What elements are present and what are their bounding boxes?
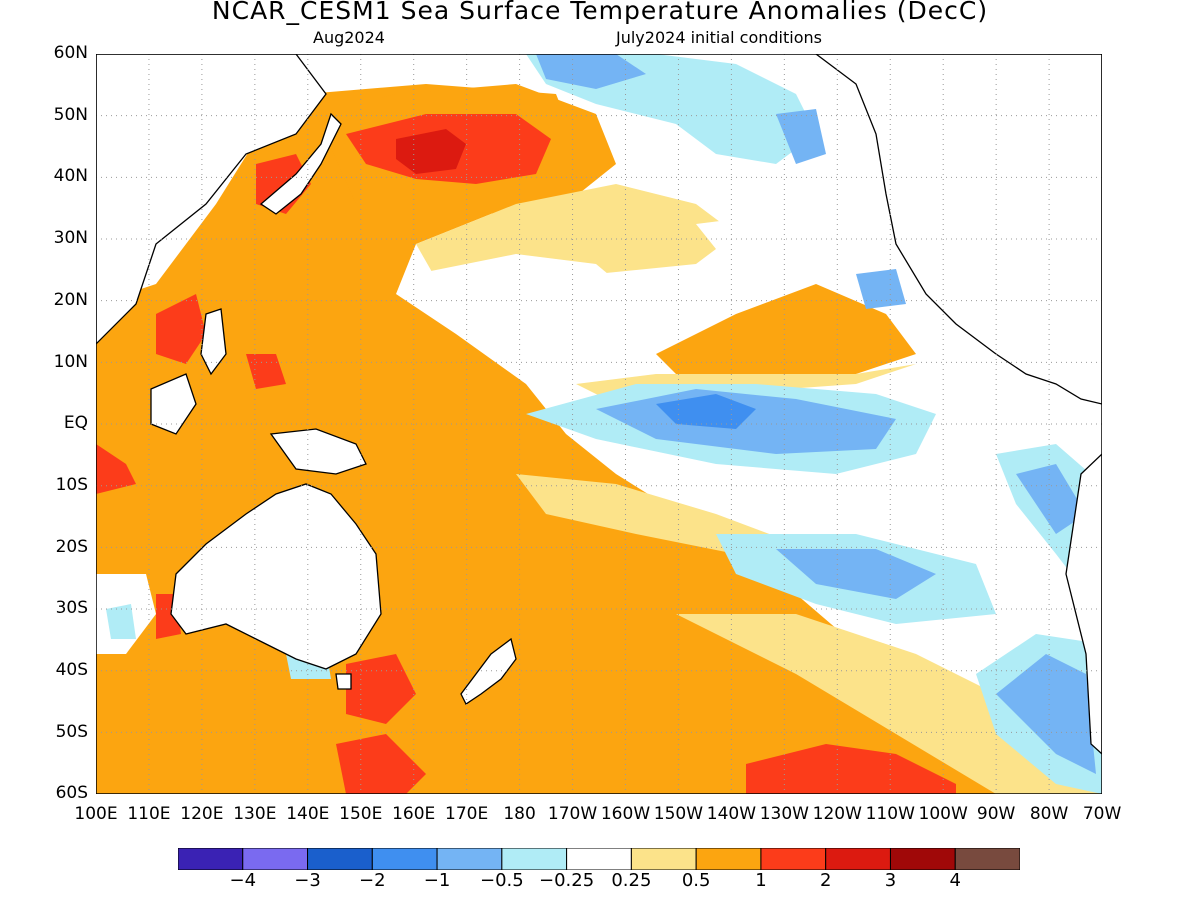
map-title: NCAR_CESM1 Sea Surface Temperature Anoma… <box>211 0 989 25</box>
latitude-label: 40N <box>53 166 88 187</box>
colorbar-label: −1 <box>423 870 451 891</box>
strong-warm-indian-ocean <box>96 444 136 494</box>
moderate-cool-chile <box>996 654 1096 774</box>
latitude-label: 50S <box>55 721 88 742</box>
longitude-label: 140W <box>706 804 757 824</box>
latitude-label: 60N <box>53 43 88 63</box>
longitude-label: 170W <box>547 804 598 824</box>
asia-land <box>96 54 327 345</box>
colorbar-label: −4 <box>229 870 257 891</box>
colorbar-swatch <box>889 848 956 870</box>
colorbar-swatch <box>501 848 568 870</box>
colorbar-swatch <box>242 848 309 870</box>
strong-warm-southern-ocean-1 <box>336 734 426 794</box>
colorbar-label: 1 <box>755 870 767 891</box>
moderate-cool-peru <box>1016 464 1086 534</box>
latitude-label: EQ <box>63 413 88 434</box>
latitude-label: 20S <box>55 536 88 557</box>
colorbar-swatch <box>371 848 438 870</box>
longitude-label: 100E <box>74 804 118 824</box>
longitude-label: 130W <box>759 804 809 824</box>
longitude-label: 150W <box>653 804 704 824</box>
colorbar-label: −0.25 <box>539 870 595 891</box>
new-guinea-land <box>269 428 367 475</box>
moderate-cool-south-east <box>776 549 936 599</box>
tasmania-land <box>335 673 352 690</box>
longitude-label: 130E <box>233 804 277 824</box>
longitude-label: 110E <box>127 804 171 824</box>
longitude-label: 120E <box>180 804 224 824</box>
very-strong-warm-nw-pacific <box>396 129 466 174</box>
moderate-cool-baja <box>856 269 906 309</box>
moderate-cool-nw-america <box>776 109 826 164</box>
longitude-label: 160W <box>600 804 651 824</box>
colorbar-label: 0.25 <box>611 870 652 891</box>
latitude-label: 30N <box>53 228 88 249</box>
longitude-label: 100W <box>918 804 968 824</box>
colorbar-swatch <box>954 848 1020 870</box>
longitude-label: 70W <box>1082 804 1122 824</box>
strong-warm-tasman <box>346 654 416 724</box>
colorbar-swatch <box>760 848 827 870</box>
colorbar-swatch <box>825 848 891 870</box>
latitude-label: 30S <box>55 598 88 619</box>
colorbar-label: 4 <box>949 870 961 891</box>
americas-land <box>814 54 1102 405</box>
longitude-label: 160E <box>392 804 436 824</box>
latitude-label: 40S <box>55 660 88 680</box>
colorbar-swatch <box>566 848 632 870</box>
japan-land <box>259 112 342 215</box>
colorbar-label: 2 <box>819 870 832 891</box>
neutral-patch-1 <box>416 254 656 354</box>
new-zealand-land <box>460 637 517 705</box>
initial-conditions: July2024 initial conditions <box>616 28 822 47</box>
longitude-label: 80W <box>1029 804 1069 824</box>
colorbar-swatch <box>630 848 697 870</box>
colorbar-label: −0.5 <box>479 870 524 891</box>
latitude-label: 10N <box>53 351 88 372</box>
philippines-land <box>200 308 227 376</box>
weak-warm-band-4 <box>676 614 1102 794</box>
cool-anomaly-indian <box>106 604 136 639</box>
colorbar-label: 0.5 <box>681 870 711 891</box>
moderate-cool-north-pacific <box>536 54 646 89</box>
colorbar <box>178 848 1020 870</box>
latitude-label: 60S <box>55 783 88 804</box>
borneo-land <box>150 373 197 435</box>
neutral-patch-3 <box>736 474 1056 544</box>
longitude-label: 90W <box>976 804 1016 824</box>
colorbar-label: −2 <box>359 870 386 891</box>
colorbar-label: −3 <box>294 870 321 891</box>
longitude-label: 120W <box>812 804 862 824</box>
longitude-label: 180 <box>503 804 536 824</box>
latitude-label: 10S <box>55 474 88 495</box>
forecast-month: Aug2024 <box>313 28 385 47</box>
longitude-label: 150E <box>339 804 383 824</box>
strong-warm-southern-ocean-2 <box>746 744 956 794</box>
map-grid <box>96 54 1102 794</box>
longitude-label: 140E <box>286 804 330 824</box>
colorbar-swatch <box>178 848 244 870</box>
warm-anomaly-ne-tropical <box>656 284 916 374</box>
colorbar-swatch <box>436 848 503 870</box>
latitude-label: 50N <box>53 104 88 125</box>
colorbar-label: 3 <box>884 870 897 891</box>
longitude-label: 170E <box>445 804 489 824</box>
south-america-land <box>1065 453 1102 755</box>
strong-warm-south-china-sea <box>156 294 206 364</box>
land-masses <box>96 54 1102 755</box>
longitude-label: 110W <box>865 804 915 824</box>
australia-land <box>170 483 382 670</box>
colorbar-swatch <box>695 848 762 870</box>
strong-cool-equatorial <box>656 394 756 429</box>
sst-anomaly-map <box>96 54 1102 794</box>
latitude-label: 20N <box>53 289 88 310</box>
colorbar-swatch <box>307 848 373 870</box>
